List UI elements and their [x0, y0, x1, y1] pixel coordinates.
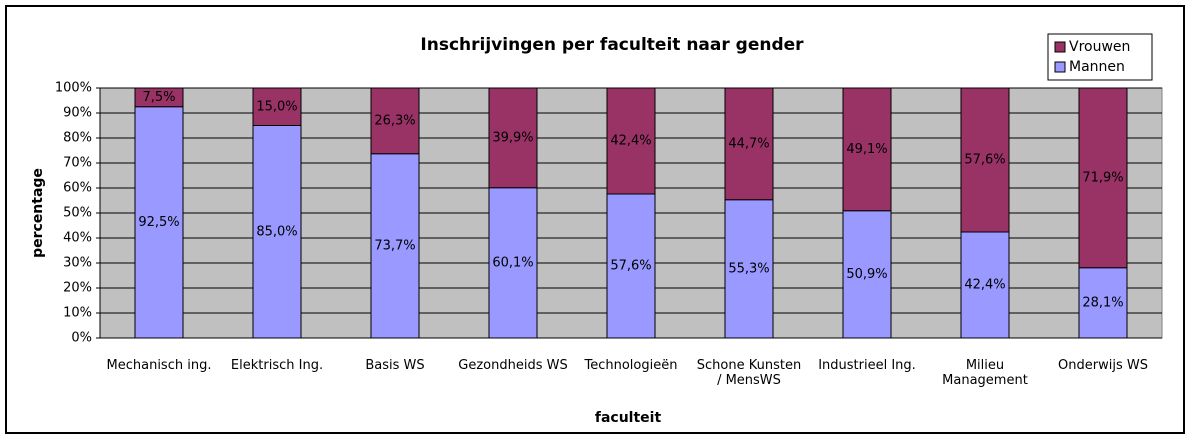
y-tick-label: 90%: [63, 106, 92, 121]
bar-segment: [1078, 87, 1128, 269]
data-label: 60,1%: [492, 255, 533, 270]
bar-segment: [606, 87, 656, 195]
x-tick-label: Schone Kunsten / MensWS: [696, 358, 802, 388]
data-label: 44,7%: [728, 136, 769, 151]
x-tick-label: Mechanisch ing.: [106, 358, 212, 373]
bar-segment: [1078, 267, 1128, 339]
data-label: 28,1%: [1082, 295, 1123, 310]
y-tick-label: 0%: [71, 331, 92, 346]
x-tick-label: Elektrisch Ing.: [230, 358, 324, 373]
y-tick-label: 100%: [55, 81, 92, 96]
data-label: 55,3%: [728, 261, 769, 276]
x-tick-label: Basis WS: [365, 358, 425, 373]
data-label: 7,5%: [142, 90, 175, 105]
data-label: 57,6%: [964, 153, 1005, 168]
legend-label: Mannen: [1069, 59, 1125, 75]
data-label: 50,9%: [846, 267, 887, 282]
data-label: 73,7%: [374, 238, 415, 253]
y-tick-label: 60%: [63, 181, 92, 196]
bar-segment: [252, 87, 302, 126]
data-label: 57,6%: [610, 259, 651, 274]
data-label: 42,4%: [610, 134, 651, 149]
x-tick-label: Gezondheids WS: [458, 358, 568, 373]
y-axis-label: percentage: [30, 168, 46, 258]
x-axis-label: faculteit: [595, 410, 662, 426]
bar-segment: [252, 125, 302, 339]
x-tick-label: Industrieel Ing.: [818, 358, 916, 373]
bar-segment: [842, 210, 892, 339]
y-tick-label: 80%: [63, 131, 92, 146]
bar-segment: [488, 87, 538, 189]
bar-segment: [134, 87, 184, 108]
bar-segment: [488, 187, 538, 339]
bar-segment: [960, 231, 1010, 339]
data-label: 42,4%: [964, 278, 1005, 293]
y-tick-label: 30%: [63, 256, 92, 271]
data-label: 49,1%: [846, 142, 887, 157]
data-label: 71,9%: [1082, 170, 1123, 185]
legend-swatch: [1054, 41, 1066, 53]
bar-segment: [370, 153, 420, 339]
data-label: 26,3%: [374, 113, 415, 128]
data-label: 15,0%: [256, 99, 297, 114]
bar-segment: [724, 199, 774, 339]
bar-segment: [606, 193, 656, 339]
data-label: 92,5%: [138, 215, 179, 230]
x-tick-label: Milieu Management: [942, 358, 1028, 388]
legend-label: Vrouwen: [1069, 39, 1130, 55]
chart-title: Inschrijvingen per faculteit naar gender: [420, 35, 804, 55]
bar-segment: [842, 87, 892, 212]
bar-segment: [724, 87, 774, 201]
y-tick-label: 20%: [63, 281, 92, 296]
y-tick-label: 40%: [63, 231, 92, 246]
y-tick-label: 10%: [63, 306, 92, 321]
y-tick-label: 70%: [63, 156, 92, 171]
y-tick-label: 50%: [63, 206, 92, 221]
data-label: 39,9%: [492, 130, 533, 145]
legend-swatch: [1054, 61, 1066, 73]
x-tick-label: Technologieën: [584, 358, 678, 373]
x-tick-label: Onderwijs WS: [1058, 358, 1148, 373]
bar-segment: [960, 87, 1010, 233]
data-label: 85,0%: [256, 224, 297, 239]
bar-segment: [370, 87, 420, 155]
